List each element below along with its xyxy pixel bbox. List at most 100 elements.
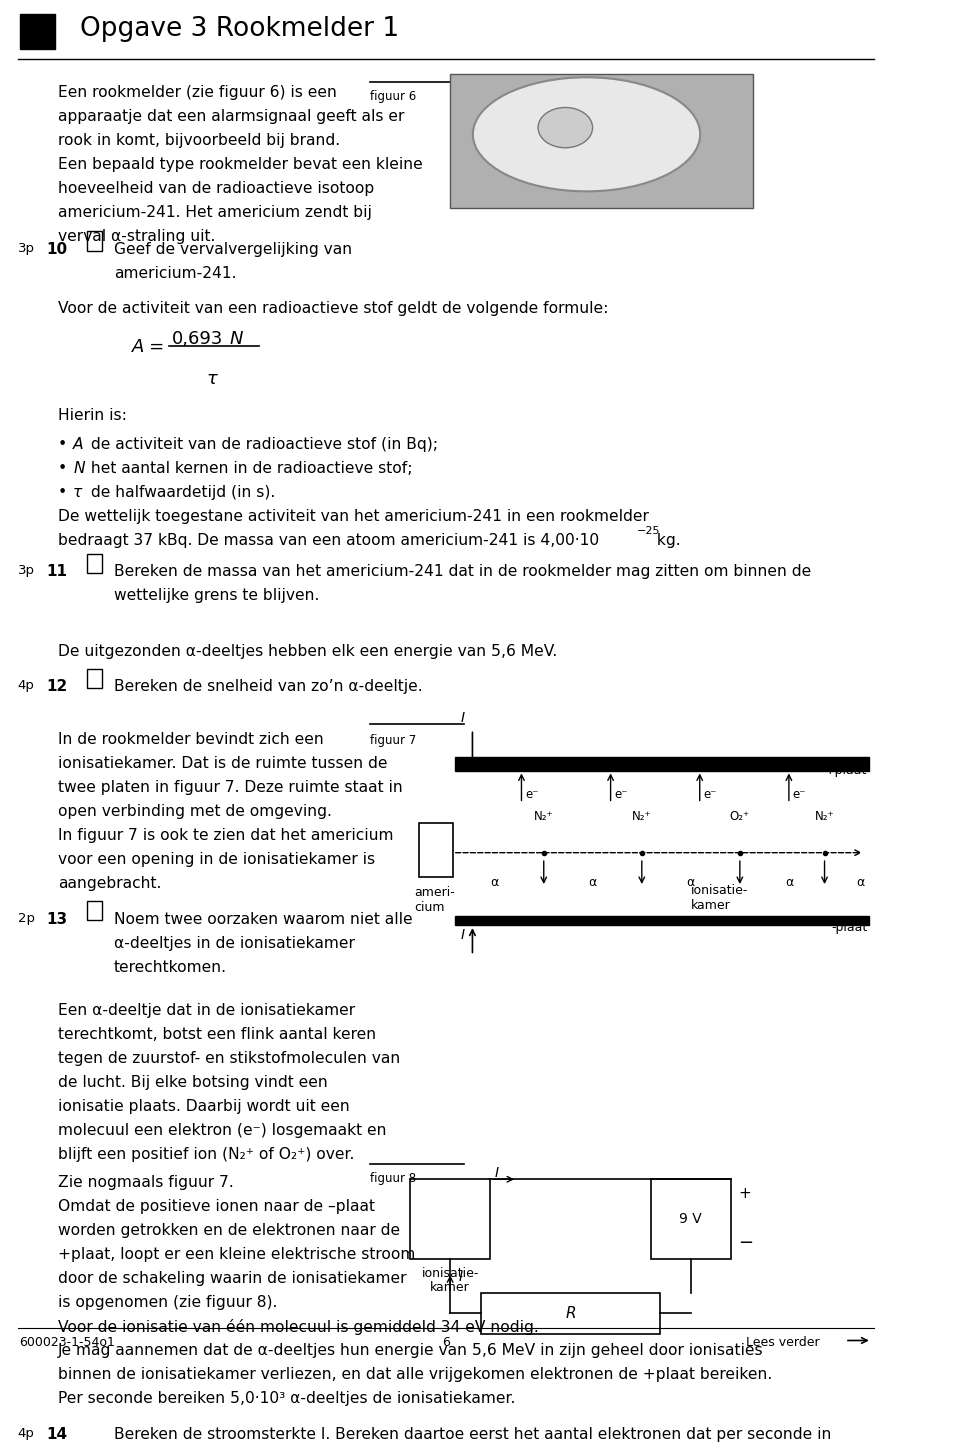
Bar: [87, 901, 102, 920]
Text: hoeveelheid van de radioactieve isotoop: hoeveelheid van de radioactieve isotoop: [58, 181, 374, 196]
Text: I: I: [459, 1270, 463, 1284]
Text: Lees verder: Lees verder: [747, 1336, 820, 1349]
Text: Een bepaald type rookmelder bevat een kleine: Een bepaald type rookmelder bevat een kl…: [58, 157, 422, 171]
Text: de lucht. Bij elke botsing vindt een: de lucht. Bij elke botsing vindt een: [58, 1075, 327, 1090]
Text: α: α: [588, 876, 597, 889]
Bar: [19, 13, 56, 49]
Text: 12: 12: [46, 679, 67, 695]
Text: +: +: [738, 1185, 751, 1201]
Bar: [455, 757, 869, 770]
Text: Noem twee oorzaken waarom niet alle: Noem twee oorzaken waarom niet alle: [114, 911, 413, 927]
Text: 0,693: 0,693: [172, 329, 224, 348]
Text: N₂⁺: N₂⁺: [632, 810, 652, 823]
Text: cium: cium: [415, 901, 445, 914]
Text: τ: τ: [206, 370, 218, 387]
Text: rook in komt, bijvoorbeeld bij brand.: rook in komt, bijvoorbeeld bij brand.: [58, 133, 340, 148]
Text: −25: −25: [636, 527, 660, 537]
Text: α: α: [491, 876, 499, 889]
Text: 11: 11: [46, 564, 67, 579]
Bar: [87, 231, 102, 251]
Text: Bereken de stroomsterkte I. Bereken daartoe eerst het aantal elektronen dat per : Bereken de stroomsterkte I. Bereken daar…: [114, 1428, 831, 1442]
Text: •: •: [58, 437, 67, 453]
Text: 600023-1-54o1: 600023-1-54o1: [19, 1336, 115, 1349]
Text: wettelijke grens te blijven.: wettelijke grens te blijven.: [114, 589, 320, 604]
Bar: [87, 669, 102, 688]
Text: De uitgezonden α-deeltjes hebben elk een energie van 5,6 MeV.: De uitgezonden α-deeltjes hebben elk een…: [58, 644, 557, 659]
Text: bedraagt 37 kBq. De massa van een atoom americium-241 is 4,00·10: bedraagt 37 kBq. De massa van een atoom …: [58, 534, 599, 548]
Text: kg.: kg.: [653, 534, 682, 548]
Text: e⁻: e⁻: [704, 788, 717, 801]
Text: I: I: [461, 929, 465, 942]
Text: •: •: [58, 486, 67, 501]
Text: open verbinding met de omgeving.: open verbinding met de omgeving.: [58, 804, 332, 818]
Text: kamer: kamer: [691, 900, 731, 913]
Bar: [651, 1180, 731, 1258]
Text: N: N: [73, 461, 84, 476]
Text: Een rookmelder (zie figuur 6) is een: Een rookmelder (zie figuur 6) is een: [58, 86, 337, 100]
Text: A =: A =: [132, 338, 165, 355]
Text: binnen de ionisatiekamer verliezen, en dat alle vrijgekomen elektronen de +plaat: binnen de ionisatiekamer verliezen, en d…: [58, 1367, 772, 1383]
Text: 4p: 4p: [18, 679, 35, 692]
Text: In figuur 7 is ook te zien dat het americium: In figuur 7 is ook te zien dat het ameri…: [58, 829, 394, 843]
Text: Opgave 3 Rookmelder 1: Opgave 3 Rookmelder 1: [81, 16, 399, 42]
Text: Geef de vervalvergelijking van: Geef de vervalvergelijking van: [114, 242, 352, 257]
Text: figuur 7: figuur 7: [370, 734, 417, 747]
Text: 3p: 3p: [18, 242, 35, 255]
Text: de activiteit van de radioactieve stof (in Bq);: de activiteit van de radioactieve stof (…: [85, 437, 438, 453]
Text: In de rookmelder bevindt zich een: In de rookmelder bevindt zich een: [58, 733, 324, 747]
Text: molecuul een elektron (e⁻) losgemaakt en: molecuul een elektron (e⁻) losgemaakt en: [58, 1123, 387, 1138]
Ellipse shape: [538, 107, 592, 148]
Text: e⁻: e⁻: [525, 788, 539, 801]
Text: aangebracht.: aangebracht.: [58, 876, 161, 891]
Text: e⁻: e⁻: [792, 788, 806, 801]
Text: apparaatje dat een alarmsignaal geeft als er: apparaatje dat een alarmsignaal geeft al…: [58, 109, 404, 123]
Text: 13: 13: [46, 911, 67, 927]
Text: ionisatiekamer. Dat is de ruimte tussen de: ionisatiekamer. Dat is de ruimte tussen …: [58, 756, 388, 770]
Text: Bereken de massa van het americium-241 dat in de rookmelder mag zitten om binnen: Bereken de massa van het americium-241 d…: [114, 564, 811, 579]
Text: e⁻: e⁻: [614, 788, 628, 801]
Text: americium-241. Het americium zendt bij: americium-241. Het americium zendt bij: [58, 205, 372, 219]
Text: α-deeltjes in de ionisatiekamer: α-deeltjes in de ionisatiekamer: [114, 936, 355, 950]
Text: Bereken de snelheid van zo’n α-deeltje.: Bereken de snelheid van zo’n α-deeltje.: [114, 679, 422, 695]
Text: 3p: 3p: [18, 564, 35, 577]
Text: N: N: [230, 329, 244, 348]
Text: ionisatie-: ionisatie-: [421, 1267, 479, 1280]
Text: 4p: 4p: [18, 1428, 35, 1439]
Bar: [87, 1416, 102, 1435]
Text: is opgenomen (zie figuur 8).: is opgenomen (zie figuur 8).: [58, 1296, 277, 1310]
Text: blijft een positief ion (N₂⁺ of O₂⁺) over.: blijft een positief ion (N₂⁺ of O₂⁺) ove…: [58, 1146, 354, 1162]
Text: tegen de zuurstof- en stikstofmoleculen van: tegen de zuurstof- en stikstofmoleculen …: [58, 1051, 400, 1066]
Text: Omdat de positieve ionen naar de –plaat: Omdat de positieve ionen naar de –plaat: [58, 1200, 375, 1214]
Text: figuur 6: figuur 6: [370, 90, 417, 103]
Text: 2p: 2p: [18, 911, 35, 924]
Text: twee platen in figuur 7. Deze ruimte staat in: twee platen in figuur 7. Deze ruimte sta…: [58, 781, 402, 795]
Text: Een α-deeltje dat in de ionisatiekamer: Een α-deeltje dat in de ionisatiekamer: [58, 1003, 355, 1019]
Bar: [450, 74, 754, 207]
Text: ionisatie-: ionisatie-: [691, 884, 748, 897]
Text: R: R: [565, 1306, 576, 1320]
Bar: [455, 916, 869, 926]
Text: N₂⁺: N₂⁺: [534, 810, 554, 823]
Text: I: I: [494, 1165, 499, 1180]
Text: 10: 10: [46, 242, 67, 257]
Text: ionisatie plaats. Daarbij wordt uit een: ionisatie plaats. Daarbij wordt uit een: [58, 1098, 349, 1114]
Text: −: −: [738, 1233, 754, 1252]
Text: Je mag aannemen dat de α-deeltjes hun energie van 5,6 MeV in zijn geheel door io: Je mag aannemen dat de α-deeltjes hun en…: [58, 1344, 763, 1358]
Text: verval α-straling uit.: verval α-straling uit.: [58, 229, 215, 244]
Text: I: I: [461, 711, 465, 726]
Text: N₂⁺: N₂⁺: [815, 810, 834, 823]
Text: terechtkomen.: terechtkomen.: [114, 961, 228, 975]
Text: O₂⁺: O₂⁺: [730, 810, 750, 823]
Text: terechtkomt, botst een flink aantal keren: terechtkomt, botst een flink aantal kere…: [58, 1027, 376, 1042]
Text: α: α: [856, 876, 864, 889]
Text: worden getrokken en de elektronen naar de: worden getrokken en de elektronen naar d…: [58, 1223, 400, 1238]
Text: α: α: [784, 876, 793, 889]
Text: americium-241.: americium-241.: [114, 267, 236, 281]
Text: Per seconde bereiken 5,0·10³ α-deeltjes de ionisatiekamer.: Per seconde bereiken 5,0·10³ α-deeltjes …: [58, 1392, 516, 1406]
Text: De wettelijk toegestane activiteit van het americium-241 in een rookmelder: De wettelijk toegestane activiteit van h…: [58, 509, 649, 524]
Text: A: A: [73, 437, 84, 453]
Bar: [87, 553, 102, 573]
Text: τ: τ: [73, 486, 83, 501]
Text: +plaat, loopt er een kleine elektrische stroom: +plaat, loopt er een kleine elektrische …: [58, 1248, 416, 1262]
Text: Voor de ionisatie van één molecuul is gemiddeld 34 eV nodig.: Voor de ionisatie van één molecuul is ge…: [58, 1319, 539, 1335]
